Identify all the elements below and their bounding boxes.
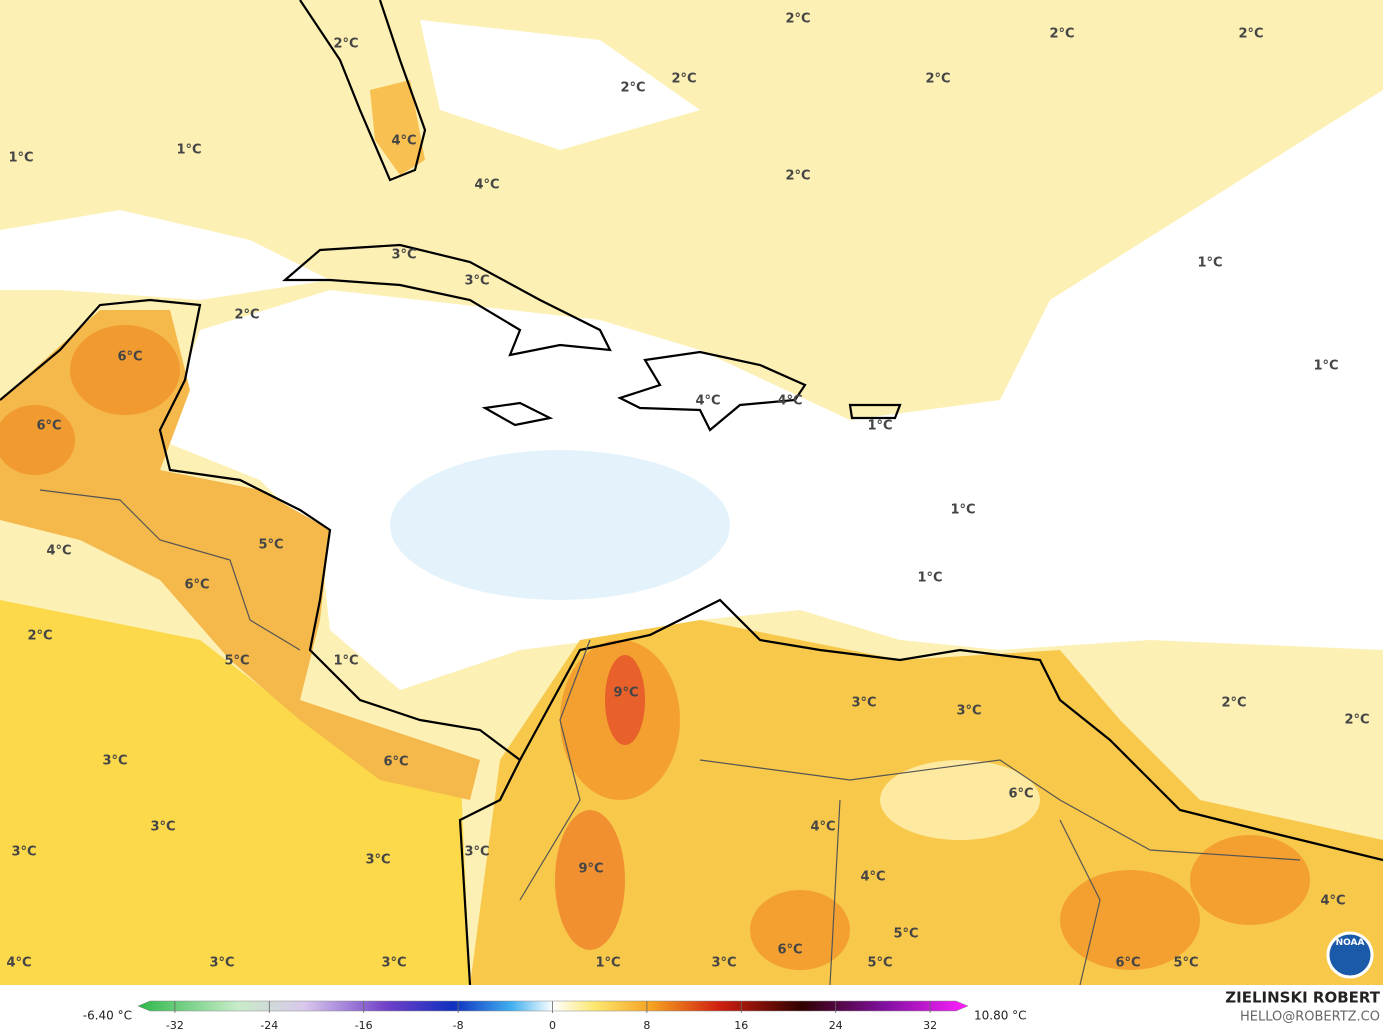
temperature-label: 2°C (620, 81, 645, 96)
temperature-label: 9°C (613, 686, 638, 701)
temperature-label: 3°C (102, 754, 127, 769)
temperature-label: 1°C (867, 419, 892, 434)
colorbar-tick-label: 16 (734, 1019, 748, 1032)
colorbar-tick-label: 32 (923, 1019, 937, 1032)
temperature-label: 2°C (925, 72, 950, 87)
temperature-label: 4°C (6, 956, 31, 971)
temperature-label: 1°C (950, 503, 975, 518)
temperature-label: 6°C (383, 755, 408, 770)
temperature-label: 1°C (1197, 256, 1222, 271)
temperature-label: 1°C (1313, 359, 1338, 374)
temperature-label: 2°C (1221, 696, 1246, 711)
temperature-label: 3°C (150, 820, 175, 835)
temperature-label: 1°C (595, 956, 620, 971)
temperature-label: 3°C (711, 956, 736, 971)
temperature-label: 2°C (671, 72, 696, 87)
temperature-label: 3°C (851, 696, 876, 711)
colorbar-tick-label: -8 (453, 1019, 464, 1032)
temperature-label: 4°C (860, 870, 885, 885)
colorbar-tick-label: -16 (355, 1019, 373, 1032)
temperature-label: 4°C (46, 544, 71, 559)
temperature-label: 4°C (695, 394, 720, 409)
temperature-label: 3°C (11, 845, 36, 860)
temperature-label: 3°C (464, 274, 489, 289)
colorbar-tick-label: 8 (643, 1019, 650, 1032)
temperature-label: 2°C (27, 629, 52, 644)
temperature-label: 4°C (391, 134, 416, 149)
credit-email: HELLO@ROBERTZ.CO (1240, 1010, 1380, 1025)
temperature-label: 2°C (333, 37, 358, 52)
temperature-label: 6°C (184, 578, 209, 593)
temperature-label: 1°C (176, 143, 201, 158)
colorbar-min: -6.40 °C (83, 1009, 132, 1023)
temperature-label: 6°C (1115, 956, 1140, 971)
colorbar-tick-label: -32 (166, 1019, 184, 1032)
temperature-label: 5°C (258, 538, 283, 553)
temperature-label: 2°C (785, 12, 810, 27)
temperature-label: 5°C (1173, 956, 1198, 971)
colorbar-ticks: -32 -24 -16 -8 0 8 16 24 32 (166, 1001, 937, 1032)
map: NOAA 2°C 2°C 2°C 2°C 2°C 2°C 2°C 4°C 1°C 1°C 2°C 4°… (0, 0, 1383, 986)
temperature-label: 4°C (474, 178, 499, 193)
temperature-label: 3°C (391, 248, 416, 263)
temperature-label: 2°C (1049, 27, 1074, 42)
temperature-label: 3°C (365, 853, 390, 868)
temperature-label: 4°C (777, 394, 802, 409)
colorbar-tick-label: 0 (549, 1019, 556, 1032)
temperature-label: 2°C (234, 308, 259, 323)
logo: NOAA (1336, 938, 1365, 948)
map-labels: 2°C 2°C 2°C 2°C 2°C 2°C 2°C 4°C 1°C 1°C 2°C 4°C 3°C 3… (6, 12, 1369, 971)
credit-name: ZIELINSKI ROBERT (1225, 989, 1380, 1007)
temperature-label: 5°C (224, 654, 249, 669)
colorbar-tick-label: 24 (829, 1019, 843, 1032)
colorbar-max: 10.80 °C (974, 1009, 1027, 1023)
temperature-label: 3°C (381, 956, 406, 971)
temperature-label: 2°C (1344, 713, 1369, 728)
colorbar (137, 1000, 969, 1012)
temperature-label: 3°C (209, 956, 234, 971)
temperature-label: 6°C (777, 943, 802, 958)
temperature-label: 4°C (810, 820, 835, 835)
temperature-label: 6°C (1008, 787, 1033, 802)
temperature-label: 9°C (578, 862, 603, 877)
temperature-label: 3°C (956, 704, 981, 719)
colorbar-tick-label: -24 (260, 1019, 278, 1032)
temperature-label: 2°C (785, 169, 810, 184)
temperature-label: 4°C (1320, 894, 1345, 909)
temperature-label: 3°C (464, 845, 489, 860)
temperature-label: 5°C (893, 927, 918, 942)
temperature-label: 6°C (36, 419, 61, 434)
temperature-label: 1°C (8, 151, 33, 166)
temperature-label: 5°C (867, 956, 892, 971)
temperature-label: 6°C (117, 350, 142, 365)
temperature-label: 1°C (917, 571, 942, 586)
temperature-label: 2°C (1238, 27, 1263, 42)
temperature-label: 1°C (333, 654, 358, 669)
